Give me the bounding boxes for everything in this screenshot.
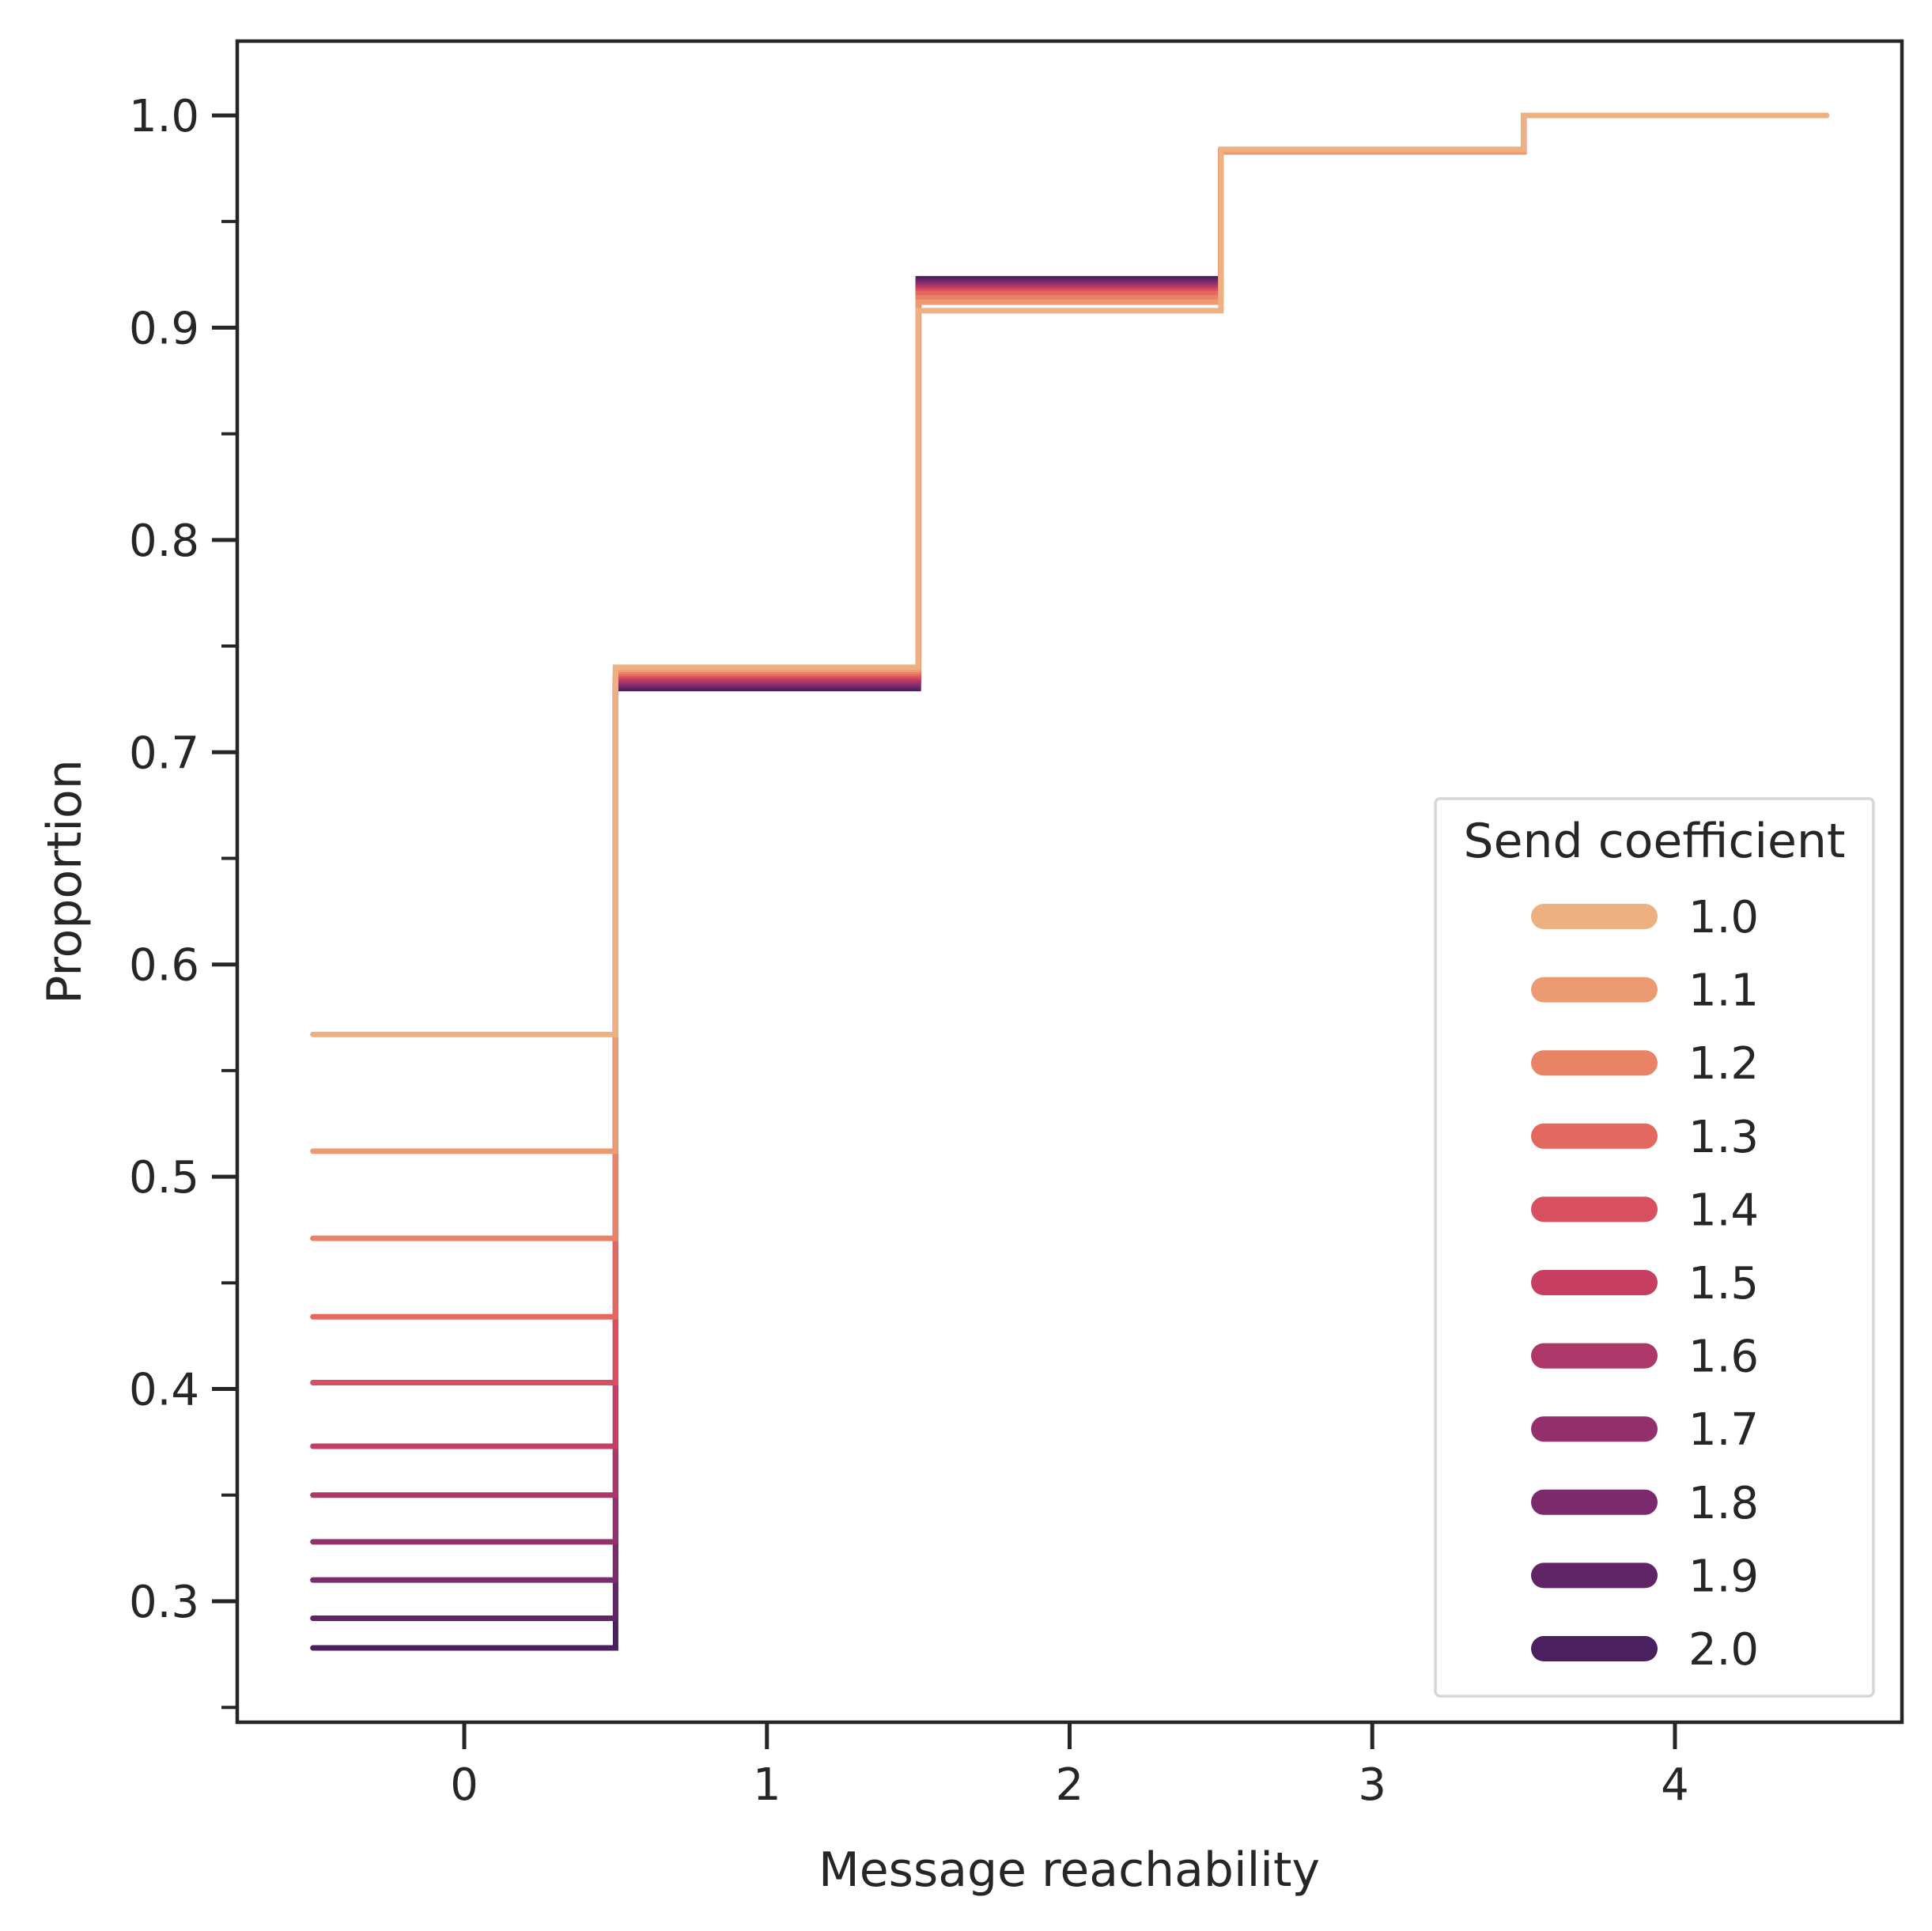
legend-items: 1.0 1.1 1.2 1.3 1.4 1.5 1.6 1.7 1.8 1.9 2.0 [1531,892,1759,1676]
y-tick-label: 0.6 [129,940,199,992]
y-tick-label: 0.4 [129,1365,199,1416]
y-tick-label: 1.0 [129,91,199,142]
legend-label-1.5: 1.5 [1688,1258,1759,1309]
legend-label-1.9: 1.9 [1688,1551,1759,1602]
x-tick-label: 2 [1056,1759,1084,1811]
y-axis: 0.3 0.4 0.5 0.6 0.7 0.8 0.9 1.0 [129,91,237,1710]
x-tick-label: 0 [450,1759,478,1811]
y-tick-label: 0.5 [129,1152,199,1204]
legend-label-1.1: 1.1 [1688,966,1759,1017]
y-tick-label: 0.8 [129,516,199,567]
y-tick-label: 0.3 [129,1577,199,1628]
x-axis-label: Message reachability [819,1842,1320,1898]
y-tick-label: 0.7 [129,727,199,779]
legend-label-1.2: 1.2 [1688,1038,1759,1090]
x-tick-label: 3 [1358,1759,1386,1811]
legend-label-1.4: 1.4 [1688,1185,1759,1236]
legend-title: Send coefficient [1464,814,1846,869]
x-tick-label: 4 [1661,1759,1689,1811]
legend-label-1.7: 1.7 [1688,1404,1759,1456]
legend-label-1.0: 1.0 [1688,892,1759,943]
legend-box [1434,797,1875,1698]
x-axis: 0 1 2 3 4 [450,1722,1689,1811]
x-tick-label: 1 [753,1759,781,1811]
y-tick-label: 0.9 [129,303,199,354]
series-line-1.0 [310,112,1829,1037]
legend-label-2.0: 2.0 [1688,1624,1759,1676]
series-layer [310,112,1829,1651]
legend-label-1.6: 1.6 [1688,1332,1759,1383]
legend-label-1.8: 1.8 [1688,1478,1759,1529]
legend-label-1.3: 1.3 [1688,1112,1759,1163]
legend: Send coefficient 1.01.11.21.31.41.51.61.… [1434,797,1875,1698]
y-axis-label: Proportion [37,759,93,1004]
